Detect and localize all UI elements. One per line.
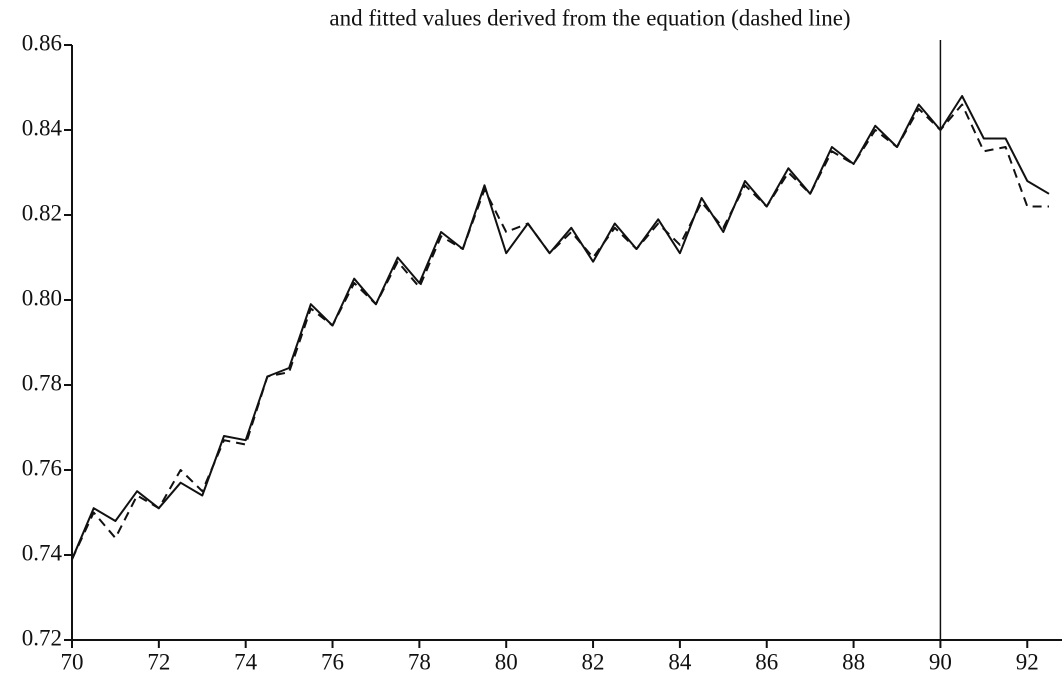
y-tick-label: 0.82 bbox=[22, 200, 62, 225]
x-tick-label: 72 bbox=[147, 649, 170, 674]
y-tick-label: 0.84 bbox=[22, 115, 63, 140]
x-tick-label: 78 bbox=[408, 649, 431, 674]
x-tick-label: 90 bbox=[929, 649, 952, 674]
chart-title: and fitted values derived from the equat… bbox=[329, 5, 850, 30]
series-line bbox=[71, 95, 1050, 560]
series-line bbox=[71, 103, 1049, 560]
x-tick-label: 88 bbox=[842, 649, 865, 674]
x-tick-label: 76 bbox=[321, 649, 344, 674]
x-tick-label: 82 bbox=[582, 649, 605, 674]
x-tick-label: 74 bbox=[234, 649, 258, 674]
y-tick-label: 0.76 bbox=[22, 455, 62, 480]
x-tick-label: 84 bbox=[668, 649, 692, 674]
y-tick-label: 0.78 bbox=[22, 370, 62, 395]
x-tick-label: 80 bbox=[495, 649, 518, 674]
y-tick-label: 0.80 bbox=[22, 285, 62, 310]
x-tick-label: 86 bbox=[755, 649, 778, 674]
x-tick-label: 92 bbox=[1016, 649, 1039, 674]
y-tick-label: 0.74 bbox=[22, 540, 63, 565]
y-tick-label: 0.86 bbox=[22, 30, 62, 55]
y-tick-label: 0.72 bbox=[22, 625, 62, 650]
x-tick-label: 70 bbox=[61, 649, 84, 674]
